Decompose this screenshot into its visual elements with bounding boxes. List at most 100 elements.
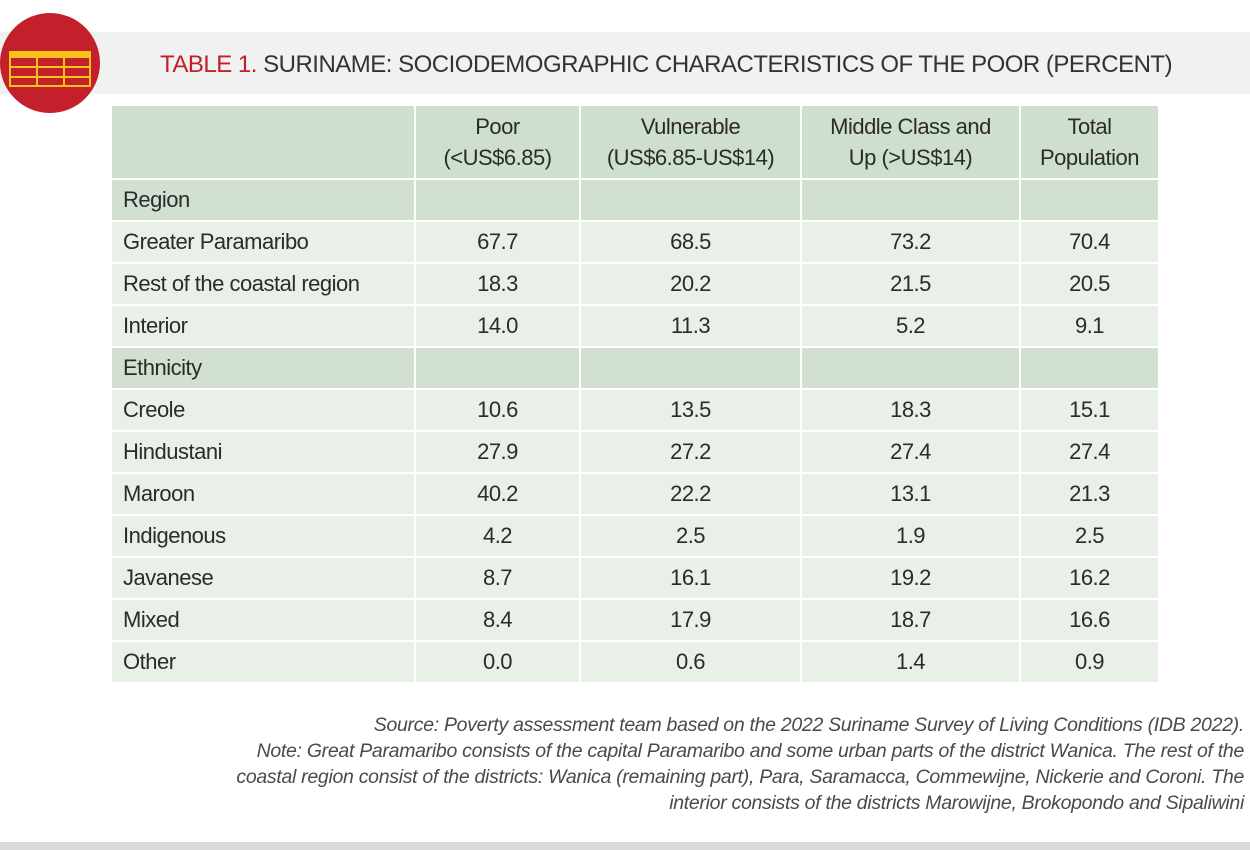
table-row: Mixed 8.4 17.9 18.7 16.6 (110, 598, 1160, 642)
table-number: TABLE 1. (160, 51, 257, 78)
header-cell-blank (110, 104, 416, 180)
value-cell: 15.1 (1019, 388, 1160, 432)
group-label: Ethnicity (110, 346, 416, 390)
row-label: Creole (110, 388, 416, 432)
table-row: Interior 14.0 11.3 5.2 9.1 (110, 304, 1160, 348)
value-cell: 27.9 (414, 430, 581, 474)
value-cell: 22.2 (579, 472, 802, 516)
table-row: Rest of the coastal region 18.3 20.2 21.5 20… (110, 262, 1160, 306)
value-cell: 4.2 (414, 514, 581, 558)
value-cell: 70.4 (1019, 220, 1160, 264)
column-header-line: Total (1067, 114, 1112, 139)
value-cell: 5.2 (800, 304, 1021, 348)
value-cell: 11.3 (579, 304, 802, 348)
value-cell: 21.3 (1019, 472, 1160, 516)
value-cell: 40.2 (414, 472, 581, 516)
note-line: interior consists of the districts Marow… (669, 792, 1244, 814)
group-row: Region (110, 178, 1160, 222)
value-cell: 13.1 (800, 472, 1021, 516)
table-row: Greater Paramaribo 67.7 68.5 73.2 70.4 (110, 220, 1160, 264)
group-empty-cell (414, 178, 581, 222)
value-cell: 27.2 (579, 430, 802, 474)
value-cell: 17.9 (579, 598, 802, 642)
source-note: Source: Poverty assessment team based on… (373, 714, 1245, 736)
table-row: Other 0.0 0.6 1.4 0.9 (110, 640, 1160, 684)
value-cell: 27.4 (1019, 430, 1160, 474)
column-header-line: Middle Class and (830, 114, 991, 139)
column-header: Middle Class and Up (>US$14) (800, 104, 1021, 180)
value-cell: 0.6 (579, 640, 802, 684)
table-caption: SURINAME: SOCIODEMOGRAPHIC CHARACTERISTI… (256, 51, 1173, 78)
group-empty-cell (414, 346, 581, 390)
value-cell: 0.9 (1019, 640, 1160, 684)
value-cell: 67.7 (414, 220, 581, 264)
column-header: Poor (<US$6.85) (414, 104, 581, 180)
value-cell: 1.4 (800, 640, 1021, 684)
group-empty-cell (1019, 178, 1160, 222)
value-cell: 21.5 (800, 262, 1021, 306)
group-empty-cell (800, 346, 1021, 390)
table-row: Hindustani 27.9 27.2 27.4 27.4 (110, 430, 1160, 474)
value-cell: 16.6 (1019, 598, 1160, 642)
value-cell: 13.5 (579, 388, 802, 432)
table-badge (0, 13, 100, 113)
table-body: Region Greater Paramaribo 67.7 68.5 73.2 70.4… (110, 178, 1160, 684)
value-cell: 8.4 (414, 598, 581, 642)
note-line: coastal region consist of the districts:… (236, 766, 1244, 788)
column-header-line: (US$6.85-US$14) (606, 145, 775, 170)
row-label: Mixed (110, 598, 416, 642)
table-header: Poor (<US$6.85) Vulnerable (US$6.85-US$14) M… (110, 104, 1160, 180)
value-cell: 2.5 (579, 514, 802, 558)
row-label: Maroon (110, 472, 416, 516)
value-cell: 14.0 (414, 304, 581, 348)
column-header-line: Up (>US$14) (848, 145, 973, 170)
column-header-line: Population (1040, 145, 1139, 170)
value-cell: 9.1 (1019, 304, 1160, 348)
bottom-bar (0, 842, 1250, 850)
value-cell: 10.6 (414, 388, 581, 432)
group-row: Ethnicity (110, 346, 1160, 390)
row-label: Greater Paramaribo (110, 220, 416, 264)
column-header: Total Population (1019, 104, 1160, 180)
data-table: Poor (<US$6.85) Vulnerable (US$6.85-US$14) M… (110, 104, 1160, 684)
value-cell: 68.5 (579, 220, 802, 264)
value-cell: 2.5 (1019, 514, 1160, 558)
column-header: Vulnerable (US$6.85-US$14) (579, 104, 802, 180)
row-label: Other (110, 640, 416, 684)
group-empty-cell (579, 346, 802, 390)
value-cell: 8.7 (414, 556, 581, 600)
row-label: Javanese (110, 556, 416, 600)
table-title: TABLE 1. SURINAME: SOCIODEMOGRAPHIC CHAR… (160, 48, 1173, 82)
group-empty-cell (1019, 346, 1160, 390)
value-cell: 27.4 (800, 430, 1021, 474)
group-label: Region (110, 178, 416, 222)
note-line: Note: Great Paramaribo consists of the c… (256, 740, 1245, 762)
value-cell: 18.3 (414, 262, 581, 306)
value-cell: 18.3 (800, 388, 1021, 432)
row-label: Rest of the coastal region (110, 262, 416, 306)
column-header-line: Vulnerable (640, 114, 741, 139)
value-cell: 19.2 (800, 556, 1021, 600)
header-row: Poor (<US$6.85) Vulnerable (US$6.85-US$14) M… (110, 104, 1160, 180)
value-cell: 20.5 (1019, 262, 1160, 306)
row-label: Indigenous (110, 514, 416, 558)
table-row: Indigenous 4.2 2.5 1.9 2.5 (110, 514, 1160, 558)
table-icon (9, 51, 91, 87)
column-header-line: (<US$6.85) (443, 145, 552, 170)
title-band (0, 32, 1250, 94)
column-header-line: Poor (475, 114, 520, 139)
table-row: Creole 10.6 13.5 18.3 15.1 (110, 388, 1160, 432)
group-empty-cell (579, 178, 802, 222)
table-notes: Source: Poverty assessment team based on… (4, 712, 1244, 816)
group-empty-cell (800, 178, 1021, 222)
value-cell: 0.0 (414, 640, 581, 684)
value-cell: 73.2 (800, 220, 1021, 264)
row-label: Hindustani (110, 430, 416, 474)
value-cell: 20.2 (579, 262, 802, 306)
value-cell: 16.2 (1019, 556, 1160, 600)
table-row: Javanese 8.7 16.1 19.2 16.2 (110, 556, 1160, 600)
value-cell: 18.7 (800, 598, 1021, 642)
table-row: Maroon 40.2 22.2 13.1 21.3 (110, 472, 1160, 516)
value-cell: 1.9 (800, 514, 1021, 558)
value-cell: 16.1 (579, 556, 802, 600)
